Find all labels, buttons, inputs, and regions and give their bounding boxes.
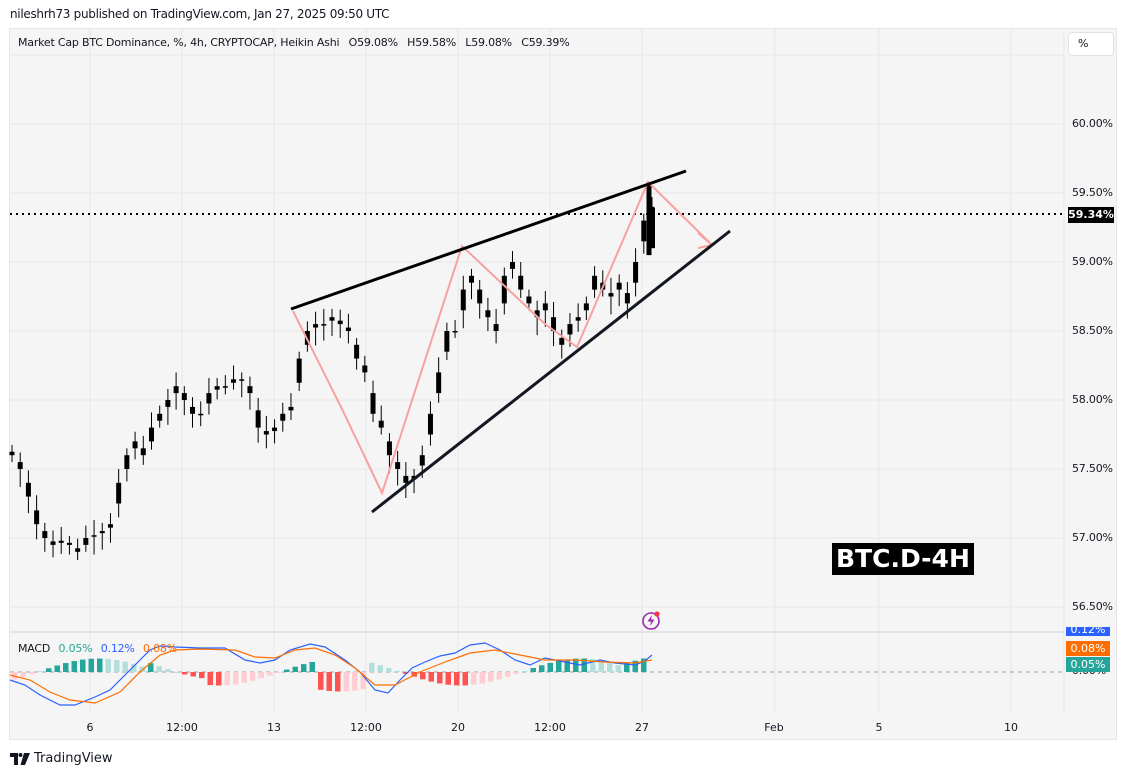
macd-value-tag: 0.12%: [1066, 627, 1110, 636]
time-label: 20: [451, 721, 465, 734]
time-label: 5: [875, 721, 883, 734]
time-label: 12:00: [350, 721, 382, 734]
macd-legend[interactable]: MACD 0.05% 0.12% 0.08%: [18, 642, 182, 655]
time-label: 10: [1004, 721, 1018, 734]
time-label: 13: [267, 721, 281, 734]
price-label: 59.50%: [1072, 186, 1113, 199]
macd-histogram: [12, 658, 647, 692]
upper-trendline[interactable]: [290, 169, 687, 311]
brand-name: TradingView: [34, 751, 113, 766]
histogram-value-tag: 0.05%: [1066, 657, 1110, 672]
tradingview-logo[interactable]: TradingView: [10, 751, 113, 766]
price-label: 56.50%: [1072, 600, 1113, 613]
ohlc-open: O59.08%: [348, 36, 398, 49]
price-label: 60.00%: [1072, 117, 1113, 130]
grid: [10, 29, 1064, 712]
price-label: 59.00%: [1072, 255, 1113, 268]
signal-line: [9, 647, 653, 704]
ohlc-low: L59.08%: [465, 36, 512, 49]
percent-scale-button[interactable]: %: [1068, 32, 1114, 56]
symbol-legend[interactable]: Market Cap BTC Dominance, %, 4h, CRYPTOC…: [18, 36, 575, 49]
chart-annotation-label[interactable]: BTC.D-4H: [832, 543, 974, 575]
publish-info: nileshrh73 published on TradingView.com,…: [10, 7, 390, 21]
price-label: 57.50%: [1072, 462, 1113, 475]
price-label: 58.00%: [1072, 393, 1113, 406]
symbol-title: Market Cap BTC Dominance, %, 4h, CRYPTOC…: [18, 36, 340, 49]
macd-title: MACD: [18, 642, 51, 655]
time-label: 12:00: [534, 721, 566, 734]
price-label: 58.50%: [1072, 324, 1113, 337]
ohlc-close: C59.39%: [521, 36, 570, 49]
time-label: 12:00: [166, 721, 198, 734]
ohlc-high: H59.58%: [407, 36, 456, 49]
price-label: 57.00%: [1072, 531, 1113, 544]
candlestick-series: [9, 181, 655, 561]
current-price-tag: 59.34%: [1068, 207, 1114, 223]
lower-trendline[interactable]: [371, 229, 731, 514]
lightning-event-icon[interactable]: [641, 610, 661, 630]
zigzag-pattern[interactable]: [292, 180, 713, 496]
time-label: 27: [635, 721, 649, 734]
time-label: 6: [86, 721, 94, 734]
chart-container[interactable]: [9, 28, 1117, 740]
signal-value-tag: 0.08%: [1066, 641, 1110, 656]
macd-line-value: 0.12%: [100, 642, 135, 655]
time-label: Feb: [764, 721, 784, 734]
macd-histogram-value: 0.05%: [58, 642, 93, 655]
tradingview-logo-icon: [10, 752, 30, 765]
macd-signal-value: 0.08%: [142, 642, 177, 655]
